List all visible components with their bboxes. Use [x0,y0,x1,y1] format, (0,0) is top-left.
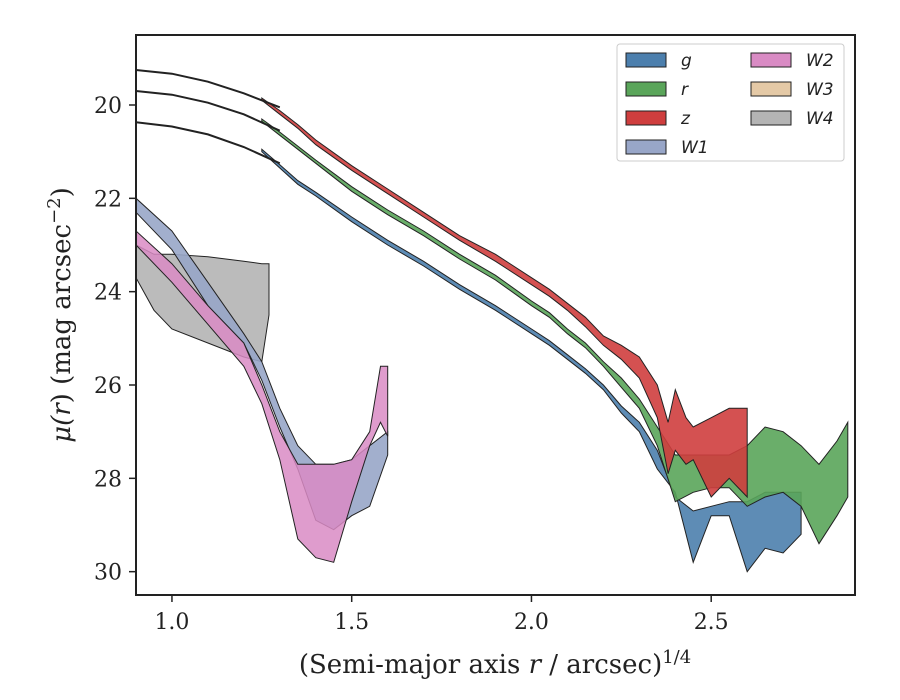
legend: grz W1 W2 W3 W4 [616,43,845,162]
legend-label-w1: W1 [681,138,709,158]
legend-label-w4: W4 [806,109,834,129]
y-axis-label-close: ) [47,187,77,197]
y-tick-label: 28 [94,467,122,492]
y-tick-label: 22 [94,187,122,212]
legend-swatch-w3 [750,81,792,97]
legend-swatch-w4 [750,110,792,126]
plot-frame [135,34,856,596]
fit-curve-3 [136,121,281,165]
y-axis-label-var: r [47,402,77,416]
legend-swatch-z [625,110,667,126]
x-axis-label: (Semi-major axis r / arcsec)1/4 [299,647,691,680]
x-axis-label-pre: (Semi-major axis [299,650,529,680]
legend-swatch-w1 [625,139,667,155]
legend-label-w3: W3 [806,80,834,100]
x-axis-label-var: r [529,650,543,680]
y-axis-label-post: ) (mag arcsec [47,224,77,403]
legend-label-w2: W2 [806,51,834,71]
legend-swatch-g [625,52,667,68]
legend-swatch-w2 [750,52,792,68]
band-layer [136,97,849,573]
y-tick-label: 20 [94,94,122,119]
fit-curve-1 [136,69,281,109]
y-axis-label-pre: μ( [47,415,77,443]
band-w2 [136,230,389,563]
legend-label-z: z [680,109,691,129]
y-axis-label-sup: −2 [44,197,65,224]
band-g [261,148,802,573]
legend-swatch-r [625,81,667,97]
x-tick-label: 1.5 [334,610,369,635]
x-tick-label: 2.5 [694,610,729,635]
band-z [261,97,748,499]
fit-curve-2 [136,90,281,132]
y-tick-label: 24 [94,281,122,306]
fit-curve-layer [136,69,281,165]
tick-layer: 1.0 1.5 2.0 2.5 20 22 24 26 28 30 [94,94,729,635]
x-tick-label: 2.0 [514,610,549,635]
band-r [261,118,849,545]
legend-box [616,43,845,162]
x-axis-label-post: / arcsec) [541,650,662,680]
x-axis-label-sup: 1/4 [662,647,691,668]
y-tick-label: 26 [94,374,122,399]
x-tick-label: 1.0 [154,610,189,635]
legend-label-g: g [681,51,692,71]
legend-label-r: r [681,80,689,100]
y-axis-label: μ(r) (mag arcsec−2) [44,187,77,443]
y-tick-label: 30 [94,561,122,586]
